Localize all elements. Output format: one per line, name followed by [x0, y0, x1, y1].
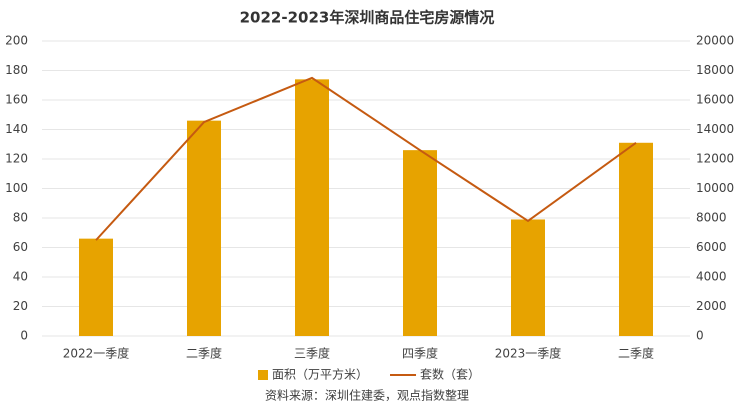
bar — [79, 238, 113, 336]
y2-tick-label: 4000 — [696, 270, 727, 284]
x-tick-label: 2022一季度 — [63, 346, 130, 361]
y-tick-label: 160 — [5, 93, 28, 107]
y2-tick-label: 0 — [696, 329, 704, 343]
legend-label: 套数（套） — [420, 367, 480, 382]
source-note: 资料来源：深圳住建委，观点指数整理 — [265, 388, 469, 403]
bar — [619, 142, 653, 336]
y-tick-label: 200 — [5, 34, 28, 48]
y2-tick-label: 2000 — [696, 299, 727, 313]
y-tick-label: 60 — [13, 240, 28, 254]
y-tick-label: 100 — [5, 181, 28, 195]
x-tick-label: 三季度 — [294, 346, 330, 361]
y2-tick-label: 8000 — [696, 211, 727, 225]
bar — [187, 120, 221, 337]
legend-swatch — [258, 370, 268, 380]
bar — [295, 79, 329, 336]
y2-tick-label: 12000 — [696, 152, 734, 166]
y-tick-label: 80 — [13, 211, 28, 225]
chart-title: 2022-2023年深圳商品住宅房源情况 — [240, 9, 495, 27]
x-tick-label: 2023一季度 — [495, 346, 562, 361]
y2-tick-label: 18000 — [696, 63, 734, 77]
x-tick-label: 四季度 — [402, 346, 438, 361]
line — [95, 76, 637, 241]
x-tick-label: 二季度 — [186, 346, 222, 361]
y2-tick-label: 20000 — [696, 34, 734, 48]
y-tick-label: 40 — [13, 270, 28, 284]
x-tick-label: 二季度 — [618, 346, 654, 361]
y2-tick-label: 16000 — [696, 93, 734, 107]
y-tick-label: 140 — [5, 122, 28, 136]
y2-tick-label: 14000 — [696, 122, 734, 136]
y-tick-label: 180 — [5, 63, 28, 77]
y2-tick-label: 10000 — [696, 181, 734, 195]
bar — [403, 150, 437, 336]
bar — [511, 219, 545, 336]
y-tick-label: 20 — [13, 299, 28, 313]
y-tick-label: 120 — [5, 152, 28, 166]
legend-label: 面积（万平方米） — [272, 367, 368, 382]
y-tick-label: 0 — [20, 329, 28, 343]
y2-tick-label: 6000 — [696, 240, 727, 254]
